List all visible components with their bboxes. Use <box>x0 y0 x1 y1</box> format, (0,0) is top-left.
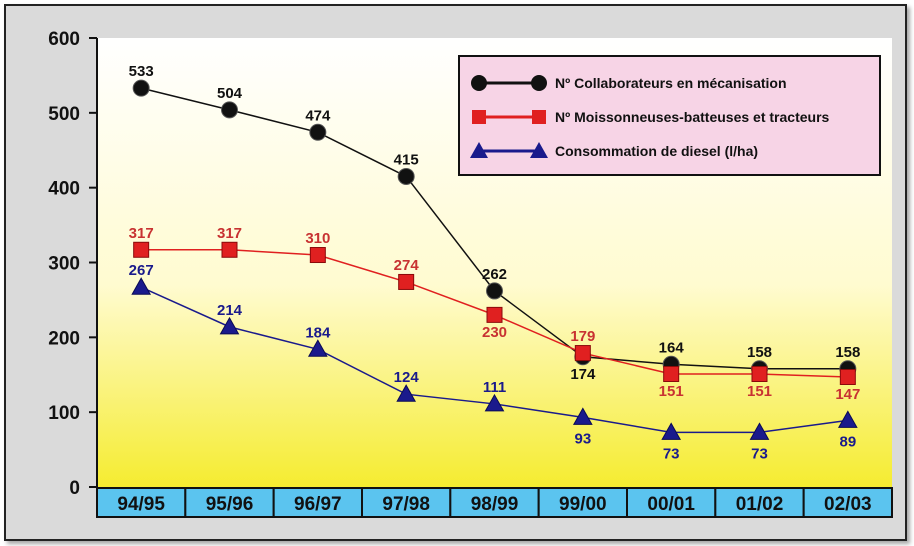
data-point-circle <box>221 101 238 119</box>
data-label: 89 <box>839 433 856 450</box>
data-point-square <box>133 241 150 258</box>
data-point-triangle <box>396 384 417 402</box>
data-point-square <box>398 273 415 290</box>
x-category-cell <box>96 487 187 518</box>
data-label: 415 <box>394 151 419 168</box>
data-point-triangle <box>307 339 328 357</box>
data-point-circle <box>486 282 503 300</box>
x-tick-label: 97/98 <box>382 494 430 515</box>
data-label: 317 <box>217 225 242 242</box>
x-category-cell <box>802 487 894 518</box>
data-point-triangle <box>484 393 505 412</box>
y-tick-label: 100 <box>48 403 80 424</box>
data-point-circle <box>132 79 150 97</box>
data-point-square <box>486 306 503 323</box>
legend-marker-circle <box>531 75 547 91</box>
data-label: 184 <box>305 324 331 341</box>
data-label: 73 <box>751 445 768 462</box>
data-label: 317 <box>129 225 154 242</box>
legend-marker-square <box>472 110 486 124</box>
data-label: 93 <box>574 430 591 447</box>
data-point-circle <box>397 167 415 185</box>
data-label: 179 <box>570 328 595 345</box>
data-label: 174 <box>570 366 596 383</box>
data-point-square <box>663 366 680 383</box>
data-label: 310 <box>305 230 330 247</box>
data-point-square <box>839 368 856 385</box>
data-label: 214 <box>217 302 243 319</box>
y-tick-label: 500 <box>48 104 80 125</box>
legend-marker-circle <box>471 75 487 91</box>
data-point-square <box>751 366 768 383</box>
x-category-cell <box>361 487 452 518</box>
data-label: 262 <box>482 266 507 283</box>
y-tick-label: 200 <box>48 328 80 349</box>
data-label: 474 <box>305 107 331 124</box>
x-tick-label: 01/02 <box>736 494 784 515</box>
legend-marker-triangle <box>530 142 548 158</box>
data-point-triangle <box>661 422 682 440</box>
legend-marker-triangle <box>470 142 488 158</box>
data-label: 267 <box>129 262 154 279</box>
x-tick-label: 00/01 <box>647 494 695 515</box>
legend-label: Nº Moissonneuses-batteuses et tracteurs <box>555 109 830 125</box>
x-tick-label: 02/03 <box>824 494 872 515</box>
y-tick-label: 600 <box>48 29 80 50</box>
legend-box <box>458 55 881 176</box>
x-tick-label: 99/00 <box>559 494 607 515</box>
series-group: 533 504 474 415 262 174 164 158 158 317 317 310 274 2… <box>129 63 861 462</box>
legend: Nº Collaborateurs en mécanisation Nº Mois… <box>458 55 881 176</box>
data-point-triangle <box>131 277 152 295</box>
data-label: 158 <box>747 344 772 361</box>
y-tick-label: 400 <box>48 179 80 200</box>
data-label: 151 <box>659 383 684 400</box>
x-tick-label: 98/99 <box>471 494 519 515</box>
data-point-triangle <box>572 407 593 425</box>
data-label: 111 <box>483 379 506 396</box>
x-axis: 94/95 95/96 96/97 97/98 98/99 99/00 00/01 01/02… <box>96 487 894 518</box>
data-label: 158 <box>835 344 860 361</box>
x-tick-label: 94/95 <box>117 494 165 515</box>
data-label: 230 <box>482 324 507 341</box>
data-point-triangle <box>219 316 240 335</box>
x-category-cell <box>449 487 540 518</box>
x-tick-label: 95/96 <box>206 494 254 515</box>
data-point-circle <box>309 123 327 141</box>
x-category-cell <box>272 487 363 518</box>
data-label: 533 <box>129 63 154 80</box>
data-label: 124 <box>394 369 420 386</box>
data-point-square <box>309 247 326 264</box>
data-label: 504 <box>217 85 243 102</box>
x-category-cell <box>714 487 805 518</box>
y-tick-label: 0 <box>69 478 80 499</box>
data-label: 147 <box>835 386 860 403</box>
data-label: 151 <box>747 383 772 400</box>
data-point-triangle <box>837 410 858 428</box>
legend-label: Consommation de diesel (l/ha) <box>555 143 758 159</box>
data-point-square <box>574 345 591 362</box>
data-label: 164 <box>659 339 685 356</box>
data-point-triangle <box>749 422 770 440</box>
legend-marker-square <box>532 110 546 124</box>
data-label: 73 <box>663 445 680 462</box>
data-label: 274 <box>394 257 420 274</box>
x-tick-label: 96/97 <box>294 494 342 515</box>
y-tick-label: 300 <box>48 254 80 275</box>
x-category-cell <box>537 487 629 518</box>
y-axis: 0 100 200 300 400 500 600 <box>48 29 98 499</box>
data-point-square <box>221 241 238 258</box>
legend-label: Nº Collaborateurs en mécanisation <box>555 75 787 91</box>
